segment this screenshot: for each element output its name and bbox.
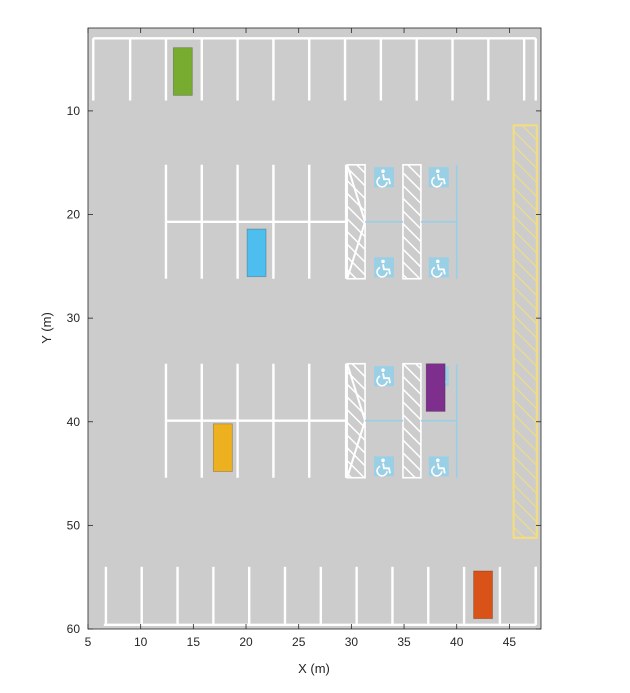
- x-axis-label: X (m): [298, 661, 330, 676]
- y-axis-label: Y (m): [39, 312, 54, 344]
- green-vehicle: [172, 47, 193, 96]
- wheelchair-icon-wheel: [431, 266, 443, 278]
- wheelchair-icon-wheel: [431, 465, 443, 477]
- y-tick-label: 20: [67, 208, 81, 222]
- wheelchair-icon-body: [436, 463, 446, 474]
- x-tick-label: 35: [397, 635, 411, 649]
- x-tick-label: 40: [450, 635, 464, 649]
- y-tick-label: 50: [67, 518, 81, 532]
- map-features: [92, 37, 538, 627]
- axes: 5 10 15 20 25 30 35 40 45 10 20 30 40 50 60: [67, 27, 542, 649]
- wheelchair-icon: [374, 257, 395, 278]
- blue-vehicle: [246, 228, 267, 278]
- hatched-access-aisle: [346, 163, 366, 280]
- purple-vehicle: [425, 363, 446, 412]
- x-tick-label: 5: [85, 635, 92, 649]
- wheelchair-icon-wheel: [376, 266, 388, 278]
- x-tick-label: 15: [187, 635, 201, 649]
- x-tick-label: 45: [503, 635, 517, 649]
- wheelchair-icon: [428, 456, 449, 477]
- wheelchair-icon-head: [381, 368, 385, 372]
- wheelchair-icon-head: [381, 458, 385, 463]
- hatched-access-aisle: [402, 362, 422, 479]
- wheelchair-icon-head: [436, 169, 440, 174]
- y-tick-label: 10: [67, 104, 81, 118]
- x-tick-label: 20: [239, 635, 253, 649]
- axes-box: [87, 27, 542, 630]
- wheelchair-icon-wheel: [376, 375, 388, 387]
- wheelchair-icon: [374, 366, 395, 387]
- wheelchair-icon-body: [436, 174, 446, 185]
- wheelchair-icon: [428, 167, 449, 188]
- wheelchair-icon-head: [381, 259, 385, 264]
- yellow-vehicle: [212, 423, 233, 472]
- wheelchair-icon-body: [382, 264, 391, 275]
- wheelchair-icon-body: [382, 174, 391, 185]
- orange-vehicle: [473, 570, 493, 620]
- y-tick-label: 60: [67, 622, 81, 636]
- x-tick-label: 30: [345, 635, 359, 649]
- y-tick-label: 40: [67, 415, 81, 429]
- x-tick-label: 25: [292, 635, 306, 649]
- wheelchair-icon-head: [436, 259, 440, 264]
- vehicles: [172, 47, 493, 620]
- wheelchair-icon-wheel: [376, 465, 388, 477]
- wheelchair-icon-body: [436, 264, 446, 275]
- wheelchair-icon: [374, 456, 395, 477]
- hatched-access-aisle: [346, 362, 366, 479]
- no-parking-zone: [512, 124, 538, 539]
- wheelchair-icon-wheel: [431, 176, 443, 188]
- hatched-access-aisle: [402, 163, 422, 280]
- wheelchair-icon: [374, 167, 395, 188]
- y-tick-label: 30: [67, 311, 81, 325]
- wheelchair-icon-wheel: [376, 176, 388, 188]
- wheelchair-icon-head: [436, 458, 440, 463]
- x-tick-label: 10: [134, 635, 148, 649]
- wheelchair-icon-head: [381, 169, 385, 174]
- plot-area: [88, 28, 541, 629]
- wheelchair-icon: [428, 257, 449, 278]
- wheelchair-icon-body: [382, 463, 391, 474]
- wheelchair-icon-body: [382, 372, 391, 384]
